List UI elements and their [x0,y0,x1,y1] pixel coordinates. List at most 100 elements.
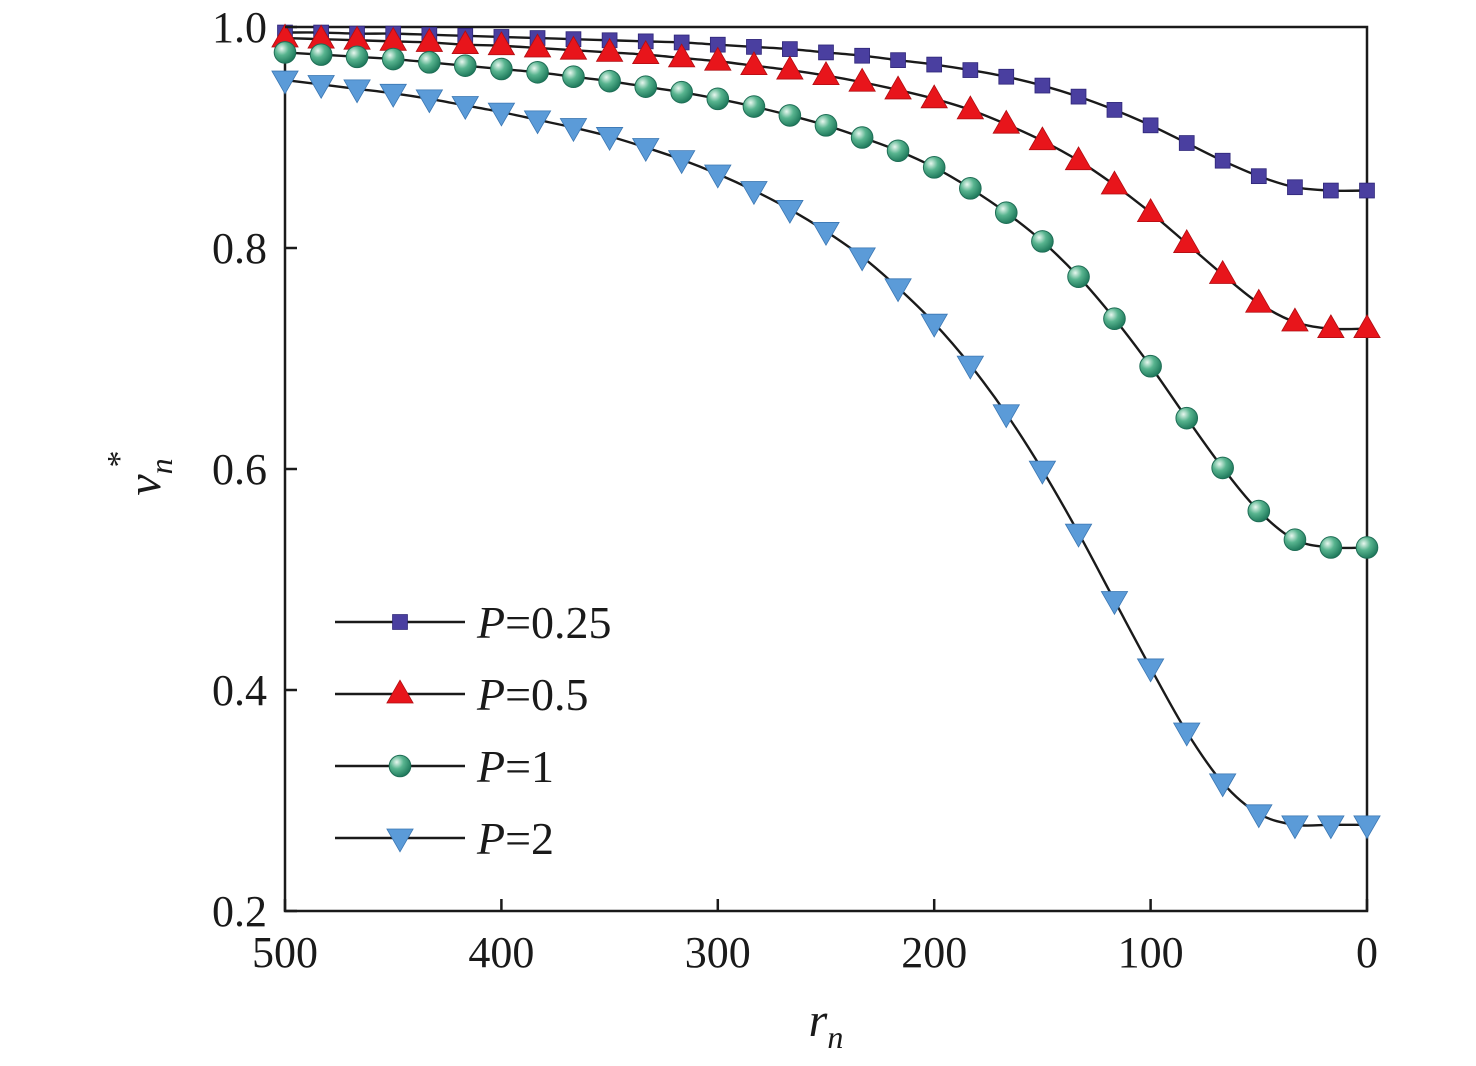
data-point [1214,152,1231,169]
x-axis-label-subscript: n [827,1019,843,1055]
data-point [1287,179,1303,196]
y-tick-label: 0.6 [212,445,267,494]
data-point [1283,528,1307,552]
data-point [1244,288,1273,313]
data-point [1317,815,1345,840]
x-axis-label: rn [809,994,844,1055]
legend-entry: P=0.25 [335,597,612,648]
data-point [559,35,588,60]
data-point [886,139,910,163]
x-tick-label: 100 [1118,928,1184,977]
data-point [740,181,768,206]
data-point [1247,499,1271,523]
data-point [1208,259,1237,284]
data-point [595,127,624,151]
data-point [1067,265,1090,289]
data-point [812,222,840,247]
x-axis-label-base: r [809,994,828,1047]
ticks-layer: 500 400 300 200 100 0 0.2 0.4 0.6 0.8 1.0 [212,3,1378,977]
data-point [782,41,798,57]
data-point [776,55,804,80]
data-point [418,51,441,74]
data-point [926,56,943,73]
data-point [562,65,585,89]
data-point [962,62,979,78]
data-point [848,247,876,272]
y-tick-label: 0.8 [212,224,267,273]
data-point [778,104,802,127]
data-point [740,51,768,76]
data-point [956,95,985,120]
data-point [1028,126,1057,151]
data-point [523,110,552,135]
legend-entry: P=1 [335,741,554,792]
legend-label: P=1 [476,741,554,792]
data-point [634,75,658,98]
data-point [959,177,982,200]
data-point [309,43,333,66]
data-point [703,164,732,189]
legend-label: P=2 [476,813,554,864]
x-tick-label: 200 [901,928,967,977]
x-tick-label: 500 [252,928,318,977]
data-point [1208,773,1237,798]
legend-marker [386,679,414,704]
data-point [1355,536,1379,559]
data-point [631,138,660,163]
legend: P=0.25 P=0.5 P=1 P=2 [335,597,612,864]
data-point [850,126,874,149]
series-line [284,78,1367,827]
data-point [667,43,696,68]
y-tick-label: 1.0 [212,3,267,52]
data-point [920,84,949,109]
data-point [1070,88,1087,105]
series-1 [271,23,1381,339]
data-point [1211,456,1234,480]
data-point [273,41,297,64]
data-point [854,47,870,64]
series-layer [271,23,1381,840]
data-point [1323,182,1339,199]
data-point [1359,182,1375,199]
x-tick-label: 300 [685,928,751,977]
data-point [848,67,876,92]
data-point [595,37,624,62]
data-point [451,30,480,55]
data-point [814,114,838,137]
data-point [1172,228,1201,253]
data-point [343,79,371,104]
data-point [1317,314,1345,339]
y-axis-label-superscript: * [101,451,138,468]
data-point [451,96,480,121]
data-point [631,40,660,64]
y-tick-label: 0.2 [212,887,267,936]
data-point [490,57,513,81]
data-point [818,44,834,61]
data-point [1028,460,1057,485]
data-point [307,75,335,100]
data-point [812,61,840,85]
data-point [1031,230,1054,253]
data-point [415,27,444,52]
data-point [1034,77,1051,94]
plot-frame [283,25,1369,913]
legend-marker [388,754,412,778]
y-axis-label-subscript: n [143,458,179,474]
y-tick-label: 0.4 [212,666,267,715]
data-point [1244,804,1273,829]
data-point [345,45,369,69]
legend-label: P=0.5 [476,669,589,720]
data-point [1281,307,1309,332]
data-point [998,68,1015,85]
data-point [956,355,985,380]
data-point [1136,198,1165,223]
data-point [1178,135,1195,151]
data-point [415,89,444,114]
legend-marker [392,614,408,630]
data-point [379,83,408,108]
data-point [1172,722,1201,747]
data-point [1353,815,1381,840]
svg-text:vn: vn [118,458,179,495]
data-point [1250,168,1267,185]
